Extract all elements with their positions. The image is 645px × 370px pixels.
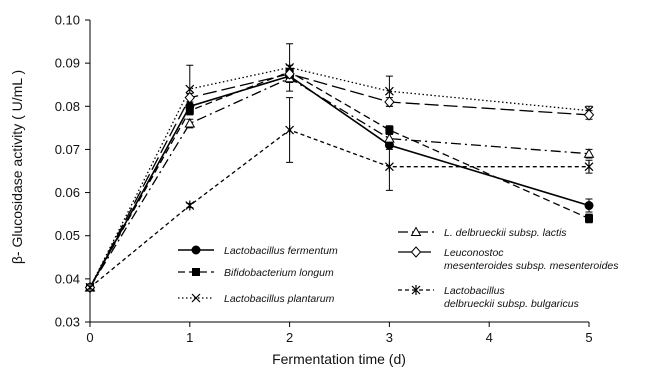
series-line — [89, 71, 590, 288]
legend-label: Lactobacillus plantarum — [224, 293, 335, 305]
legend-label: Bifidobacterium longum — [224, 267, 334, 279]
series-4 — [84, 72, 595, 292]
data-point — [285, 125, 295, 136]
legend-label: Leuconostoc — [444, 247, 504, 259]
x-tick-label: 1 — [186, 330, 193, 345]
legend-item: Lactobacillus plantarum — [178, 293, 335, 305]
series-6 — [85, 97, 594, 293]
data-point — [184, 118, 196, 128]
series-line — [89, 73, 590, 288]
data-point — [585, 214, 593, 223]
y-tick-label: 0.07 — [55, 142, 80, 157]
x-axis-ticks: 0 1 2 3 4 5 — [86, 322, 593, 345]
series-2 — [86, 64, 593, 292]
legend-item: Bifidobacterium longum — [178, 267, 334, 279]
legend-label: L. delbrueckii subsp. lactis — [444, 227, 567, 239]
y-tick-label: 0.04 — [55, 271, 80, 286]
data-point — [584, 201, 594, 211]
data-point — [384, 133, 395, 143]
y-tick-label: 0.03 — [55, 315, 80, 330]
legend-marker — [192, 268, 200, 276]
legend-item: Lactobacillus fermentum — [178, 245, 338, 257]
data-point — [185, 200, 195, 211]
series-line — [89, 75, 590, 288]
x-tick-label: 3 — [386, 330, 393, 345]
legend-marker — [411, 285, 421, 295]
data-point — [85, 282, 95, 293]
chart-axes — [89, 20, 589, 323]
data-point — [185, 84, 195, 94]
data-point — [583, 109, 595, 121]
series-3 — [85, 43, 594, 292]
data-point — [583, 148, 595, 158]
data-point — [284, 68, 295, 80]
y-tick-label: 0.09 — [55, 56, 80, 71]
x-tick-label: 0 — [86, 330, 93, 345]
series-5 — [84, 68, 595, 294]
data-point — [285, 63, 295, 72]
x-tick-label: 2 — [286, 330, 293, 345]
chart-legend: Lactobacillus fermentum Bifidobacterium l… — [178, 226, 619, 310]
data-point — [584, 161, 594, 172]
x-tick-label: 4 — [486, 330, 493, 345]
legend-marker — [191, 293, 201, 303]
data-point — [384, 161, 394, 172]
legend-label: Lactobacillus — [444, 285, 505, 297]
legend-label: mesenteroides subsp. mesenteroides — [444, 260, 619, 272]
series-1 — [85, 71, 594, 292]
y-tick-label: 0.10 — [55, 13, 80, 28]
series-layer — [84, 43, 595, 294]
y-axis-ticks: 0.03 0.04 0.05 0.06 0.07 0.08 0.09 0.10 — [55, 13, 90, 330]
legend-marker — [191, 245, 201, 255]
y-tick-label: 0.06 — [55, 185, 80, 200]
legend-marker — [410, 246, 422, 258]
data-point — [384, 86, 394, 96]
y-axis-title: β- Glucosidase activity ( U/mL ) — [9, 70, 25, 264]
legend-item: L. delbrueckii subsp. lactis — [398, 226, 567, 239]
y-tick-label: 0.05 — [55, 228, 80, 243]
legend-label: delbrueckii subsp. bulgaricus — [444, 298, 580, 310]
legend-label: Lactobacillus fermentum — [224, 245, 338, 257]
data-point — [385, 126, 394, 135]
data-point — [384, 96, 395, 108]
x-axis-title: Fermentation time (d) — [272, 351, 406, 367]
legend-marker — [410, 226, 422, 236]
x-tick-label: 5 — [585, 330, 592, 345]
data-point — [184, 91, 195, 104]
y-tick-label: 0.08 — [55, 99, 80, 114]
